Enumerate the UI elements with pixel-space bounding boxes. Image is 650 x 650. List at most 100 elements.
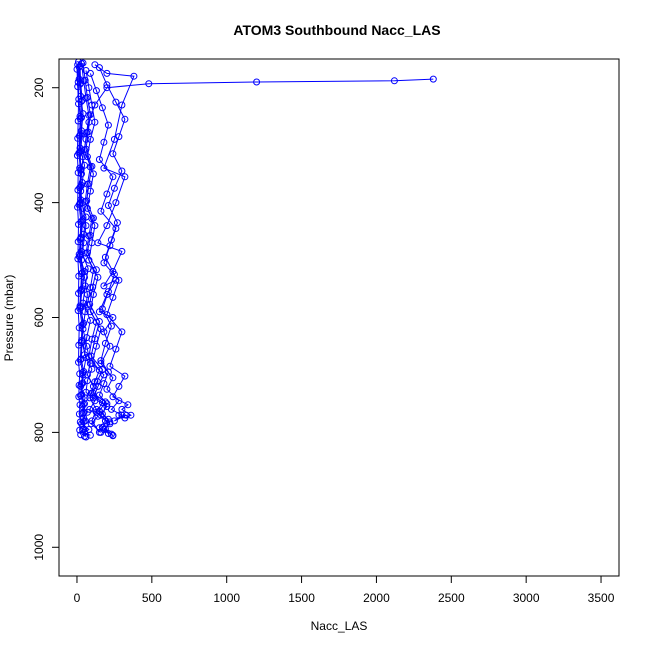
data-point [75,393,83,401]
data-point [79,369,87,377]
data-point [127,411,135,419]
series-10 [86,69,135,422]
data-point [86,300,94,308]
x-tick-label: 3500 [588,591,615,605]
data-point [84,128,92,136]
data-point [110,270,118,278]
data-point [98,423,106,431]
data-point [92,266,100,274]
data-point [75,63,83,71]
data-point [253,78,261,86]
series-line [80,78,434,433]
data-point [115,382,123,390]
data-point [121,173,129,181]
y-tick-label: 400 [32,192,46,212]
data-point [74,186,82,194]
data-point [78,380,85,388]
data-point [103,385,111,393]
data-point [106,242,114,250]
data-point [76,184,84,192]
y-tick-label: 800 [32,422,46,442]
data-point [77,98,85,105]
data-point [97,357,105,365]
data-point [89,214,97,222]
series-7 [95,64,129,440]
data-point [89,291,97,298]
x-tick-label: 1500 [288,591,315,605]
data-point [78,409,86,417]
data-point [89,283,97,291]
data-point [83,197,91,205]
data-point [124,401,132,409]
data-point [100,138,108,146]
data-point [73,65,81,73]
plot-frame [58,58,620,577]
data-point [86,69,94,77]
data-point [88,162,96,170]
data-point [81,76,89,84]
data-point [85,256,93,264]
data-point [101,398,109,406]
data-point [109,432,117,440]
data-point [95,318,103,325]
x-tick-label: 1000 [213,591,240,605]
data-point [75,149,83,157]
data-point [92,87,100,95]
data-point [103,81,111,89]
x-axis-label: Nacc_LAS [311,619,368,633]
data-point [112,345,120,353]
data-point [95,156,103,163]
data-point [109,150,117,158]
data-point [118,101,126,109]
data-point [103,69,111,77]
data-point [88,417,96,425]
data-point [115,397,123,405]
data-point [104,288,112,296]
x-tick-label: 500 [142,591,162,605]
data-point [82,222,90,230]
data-point [89,389,97,397]
data-point [121,414,129,422]
data-point [76,418,84,426]
data-point [74,83,82,91]
data-point [79,426,87,433]
series-3 [77,75,437,436]
data-point [74,169,82,177]
y-tick-label: 600 [32,307,46,327]
data-point [77,339,85,347]
data-point [112,199,120,207]
data-point [83,94,91,101]
data-point [103,311,111,319]
data-point [429,75,437,83]
data-point [82,388,90,396]
data-point [121,372,129,380]
data-point [101,339,109,347]
data-point [109,173,117,181]
data-point [98,305,106,313]
data-point [103,190,111,198]
data-point [76,235,84,243]
data-point [115,133,123,141]
data-point [74,238,82,246]
data-point [98,104,106,112]
y-tick-label: 1000 [32,534,46,561]
x-tick-label: 0 [74,591,81,605]
data-point [82,145,90,153]
data-point [76,115,84,123]
data-point [75,358,82,366]
data-point [104,415,112,423]
data-point [98,366,106,374]
y-tick-label: 200 [32,77,46,97]
data-point [109,393,117,401]
data-point [100,380,108,388]
data-point [390,77,398,85]
data-point [76,356,84,364]
data-point [86,187,94,195]
data-point [121,115,129,123]
data-point [83,249,91,257]
y-axis: 200 400 600 800 1000 [32,77,60,561]
data-point [74,117,82,125]
data-point [110,184,118,192]
data-point [115,411,123,419]
x-tick-label: 2000 [363,591,390,605]
